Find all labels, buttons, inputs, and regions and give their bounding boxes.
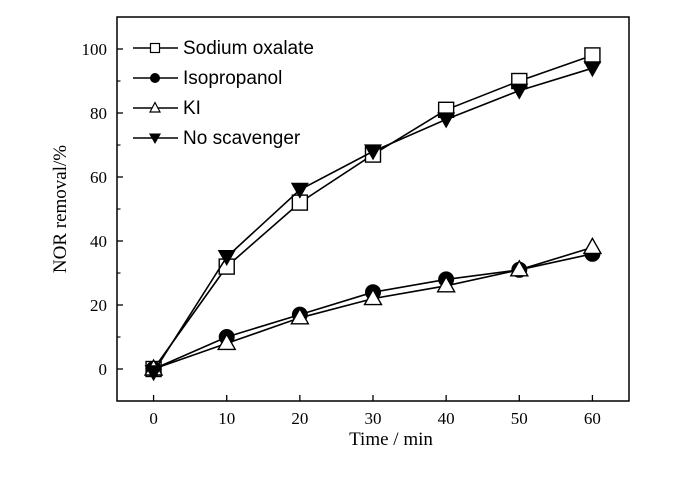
legend-label: KI bbox=[183, 98, 201, 119]
legend-item: Sodium oxalate bbox=[133, 38, 314, 59]
y-tick-label: 100 bbox=[82, 40, 108, 59]
legend-marker bbox=[149, 42, 161, 54]
legend-label: Sodium oxalate bbox=[183, 38, 314, 59]
x-tick-label: 10 bbox=[218, 409, 235, 428]
x-tick-label: 40 bbox=[438, 409, 455, 428]
x-axis-label: Time / min bbox=[349, 429, 433, 450]
data-point bbox=[290, 307, 310, 325]
data-point bbox=[144, 365, 163, 382]
series-line bbox=[152, 67, 593, 373]
x-tick-label: 0 bbox=[149, 409, 158, 428]
data-point bbox=[584, 47, 601, 64]
data-point bbox=[582, 236, 603, 255]
x-tick-label: 20 bbox=[291, 409, 308, 428]
legend-marker bbox=[149, 133, 161, 144]
legend-label: Isopropanol bbox=[183, 68, 282, 89]
series-sodium-oxalate bbox=[145, 47, 601, 378]
y-tick-label: 20 bbox=[90, 296, 107, 315]
legend: Sodium oxalate Isopropanol KI No scavenger bbox=[133, 38, 314, 149]
legend-marker bbox=[150, 73, 160, 83]
data-point bbox=[436, 275, 456, 293]
series-line bbox=[152, 54, 593, 370]
x-tick-label: 50 bbox=[511, 409, 528, 428]
data-point bbox=[217, 332, 237, 351]
series-no-scavenger bbox=[144, 61, 602, 382]
data-point bbox=[364, 144, 382, 161]
legend-item: KI bbox=[133, 98, 201, 119]
x-tick-label: 60 bbox=[584, 409, 601, 428]
legend-label: No scavenger bbox=[183, 128, 301, 149]
legend-marker bbox=[149, 101, 161, 113]
data-point bbox=[509, 259, 529, 277]
x-tick-label: 30 bbox=[365, 409, 382, 428]
y-tick-label: 60 bbox=[90, 168, 107, 187]
series-ki bbox=[143, 236, 603, 376]
legend-item: No scavenger bbox=[133, 128, 301, 149]
data-point bbox=[510, 83, 529, 100]
data-point bbox=[583, 61, 602, 78]
legend-item: Isopropanol bbox=[133, 68, 282, 89]
y-tick-label: 40 bbox=[90, 232, 107, 251]
data-point bbox=[437, 112, 456, 129]
series-layer bbox=[143, 47, 603, 382]
data-point bbox=[217, 250, 236, 266]
y-tick-label: 0 bbox=[99, 360, 108, 379]
y-axis-label: NOR removal/% bbox=[50, 145, 71, 273]
data-point bbox=[290, 182, 309, 199]
axis-ticks: 0 10 20 30 40 50 60 0 20 40 60 80 100 bbox=[82, 40, 601, 428]
data-point bbox=[363, 288, 383, 306]
y-tick-label: 80 bbox=[90, 104, 107, 123]
